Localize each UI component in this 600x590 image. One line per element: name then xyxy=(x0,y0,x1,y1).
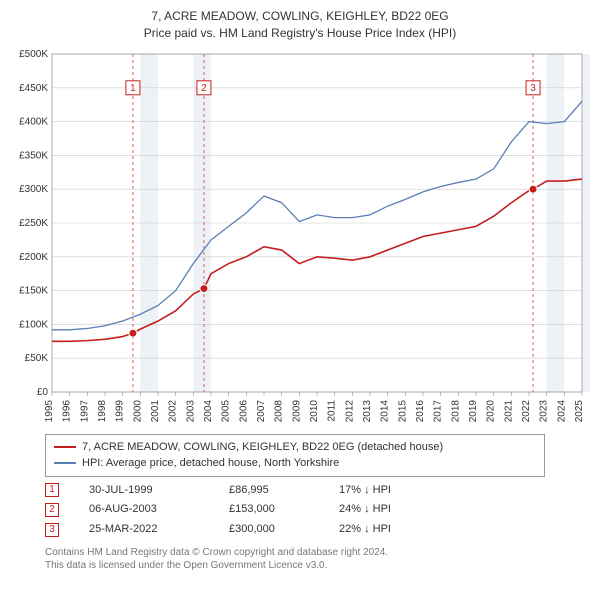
marker-number-box: 1 xyxy=(45,483,59,497)
y-tick-label: £250K xyxy=(19,218,48,229)
x-tick-label: 2024 xyxy=(556,399,567,422)
y-tick-label: £200K xyxy=(19,251,48,262)
x-tick-label: 2021 xyxy=(503,399,514,422)
x-tick-label: 2023 xyxy=(539,399,550,422)
marker-number-box: 2 xyxy=(45,503,59,517)
x-tick-label: 2000 xyxy=(132,399,143,422)
x-tick-label: 2002 xyxy=(168,399,179,422)
marker-date: 25-MAR-2022 xyxy=(89,520,199,540)
y-tick-label: £450K xyxy=(19,82,48,93)
footer: Contains HM Land Registry data © Crown c… xyxy=(45,546,590,572)
x-tick-label: 1995 xyxy=(44,399,55,422)
x-tick-label: 1996 xyxy=(62,399,73,422)
y-tick-label: £400K xyxy=(19,116,48,127)
x-tick-label: 2019 xyxy=(468,399,479,422)
x-tick-label: 2006 xyxy=(238,399,249,422)
y-tick-label: £150K xyxy=(19,285,48,296)
footer-line1: Contains HM Land Registry data © Crown c… xyxy=(45,546,590,559)
x-tick-label: 2011 xyxy=(327,399,338,421)
x-tick-label: 2022 xyxy=(521,399,532,422)
y-tick-label: £500K xyxy=(19,49,48,60)
marker-pct: 22% ↓ HPI xyxy=(339,520,429,540)
legend-swatch xyxy=(54,462,76,464)
marker-price: £153,000 xyxy=(229,500,309,520)
y-tick-label: £50K xyxy=(25,353,49,364)
chart-marker-label: 2 xyxy=(201,82,207,93)
chart-marker-label: 3 xyxy=(530,82,536,93)
marker-pct: 24% ↓ HPI xyxy=(339,500,429,520)
marker-row: 3 25-MAR-2022 £300,000 22% ↓ HPI xyxy=(45,520,590,540)
marker-price: £86,995 xyxy=(229,481,309,501)
chart-marker-label: 1 xyxy=(130,82,136,93)
footer-line2: This data is licensed under the Open Gov… xyxy=(45,559,590,572)
x-tick-label: 2016 xyxy=(415,399,426,422)
y-tick-label: £300K xyxy=(19,184,48,195)
marker-pct: 17% ↓ HPI xyxy=(339,481,429,501)
legend-swatch xyxy=(54,446,76,448)
chart: £0 £50K £100K £150K £200K £250K £300K £350K £400… xyxy=(10,48,590,428)
x-tick-label: 2009 xyxy=(291,399,302,422)
x-tick-label: 2003 xyxy=(185,399,196,422)
x-tick-label: 2015 xyxy=(397,399,408,422)
x-tick-label: 2020 xyxy=(486,399,497,422)
marker-price: £300,000 xyxy=(229,520,309,540)
x-tick-label: 1998 xyxy=(97,399,108,422)
x-tick-label: 2013 xyxy=(362,399,373,422)
x-tick-label: 2010 xyxy=(309,399,320,422)
x-tick-label: 2001 xyxy=(150,399,161,422)
x-tick-label: 2014 xyxy=(380,399,391,422)
x-tick-label: 2004 xyxy=(203,399,214,422)
chart-svg: £0 £50K £100K £150K £200K £250K £300K £350K £400… xyxy=(10,48,590,428)
y-tick-label: £0 xyxy=(37,387,49,398)
x-tick-label: 2025 xyxy=(574,399,585,422)
chart-title-line1: 7, ACRE MEADOW, COWLING, KEIGHLEY, BD22 … xyxy=(10,8,590,25)
x-tick-label: 2007 xyxy=(256,399,267,422)
chart-title-line2: Price paid vs. HM Land Registry's House … xyxy=(10,25,590,42)
legend-label: 7, ACRE MEADOW, COWLING, KEIGHLEY, BD22 … xyxy=(82,439,443,456)
x-tick-label: 1997 xyxy=(79,399,90,422)
marker-table: 1 30-JUL-1999 £86,995 17% ↓ HPI 2 06-AUG-2003… xyxy=(45,481,590,540)
x-tick-label: 1999 xyxy=(115,399,126,422)
legend-item: 7, ACRE MEADOW, COWLING, KEIGHLEY, BD22 … xyxy=(54,439,536,456)
marker-date: 06-AUG-2003 xyxy=(89,500,199,520)
legend-label: HPI: Average price, detached house, Nort… xyxy=(82,455,339,472)
marker-date: 30-JUL-1999 xyxy=(89,481,199,501)
y-tick-label: £100K xyxy=(19,319,48,330)
x-tick-label: 2018 xyxy=(450,399,461,422)
marker-number-box: 3 xyxy=(45,523,59,537)
x-tick-label: 2008 xyxy=(274,399,285,422)
x-tick-label: 2012 xyxy=(344,399,355,422)
marker-row: 1 30-JUL-1999 £86,995 17% ↓ HPI xyxy=(45,481,590,501)
y-tick-label: £350K xyxy=(19,150,48,161)
legend-item: HPI: Average price, detached house, Nort… xyxy=(54,455,536,472)
x-tick-label: 2017 xyxy=(433,399,444,422)
x-tick-label: 2005 xyxy=(221,399,232,422)
legend: 7, ACRE MEADOW, COWLING, KEIGHLEY, BD22 … xyxy=(45,434,545,477)
chart-title-block: 7, ACRE MEADOW, COWLING, KEIGHLEY, BD22 … xyxy=(10,8,590,42)
marker-row: 2 06-AUG-2003 £153,000 24% ↓ HPI xyxy=(45,500,590,520)
